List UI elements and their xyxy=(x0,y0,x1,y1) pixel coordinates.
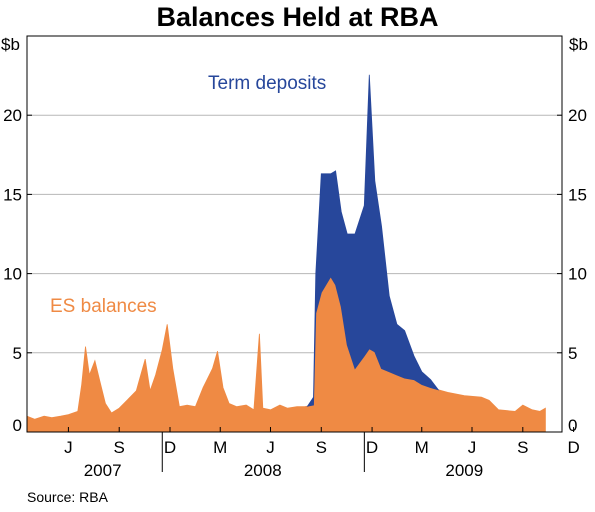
x-month-label: S xyxy=(517,438,528,457)
x-year-label: 2007 xyxy=(84,461,122,480)
x-month-label: S xyxy=(114,438,125,457)
x-month-label: J xyxy=(266,438,275,457)
y-tick-label-left: 10 xyxy=(3,265,22,284)
y-tick-label-left: 0 xyxy=(13,416,22,435)
axis-labels: 0 0 5 5 10 10 15 15 20 20 $b $b J S D M J S D M J S D 2007 2008 2… xyxy=(1,35,588,480)
y-tick-label-right: 10 xyxy=(568,265,587,284)
grid-lines xyxy=(27,114,562,354)
plot-frame xyxy=(26,35,575,472)
y-tick-label-right: 20 xyxy=(568,106,587,125)
x-month-label: D xyxy=(366,438,378,457)
x-month-label: D xyxy=(567,438,579,457)
x-month-label: J xyxy=(64,438,73,457)
term-deposits-label: Term deposits xyxy=(208,73,326,94)
x-month-label: D xyxy=(164,438,176,457)
area-series xyxy=(26,74,546,433)
y-unit-right: $b xyxy=(569,35,588,54)
es-balances-area xyxy=(26,276,546,433)
y-tick-label-right: 0 xyxy=(568,416,577,435)
term-deposits-area xyxy=(306,74,440,407)
y-tick-label-right: 15 xyxy=(568,185,587,204)
y-tick-label-left: 5 xyxy=(13,344,22,363)
es-balances-label: ES balances xyxy=(50,296,157,317)
x-year-label: 2009 xyxy=(445,461,483,480)
y-unit-left: $b xyxy=(1,35,20,54)
chart-title: Balances Held at RBA xyxy=(156,2,439,32)
source-note: Source: RBA xyxy=(27,489,108,505)
x-month-label: M xyxy=(213,438,227,457)
x-month-label: J xyxy=(468,438,477,457)
x-year-label: 2008 xyxy=(244,461,282,480)
x-month-label: S xyxy=(316,438,327,457)
y-tick-label-left: 20 xyxy=(3,106,22,125)
y-tick-label-left: 15 xyxy=(3,185,22,204)
plot-border xyxy=(26,35,563,433)
y-tick-label-right: 5 xyxy=(568,344,577,363)
x-month-label: M xyxy=(415,438,429,457)
